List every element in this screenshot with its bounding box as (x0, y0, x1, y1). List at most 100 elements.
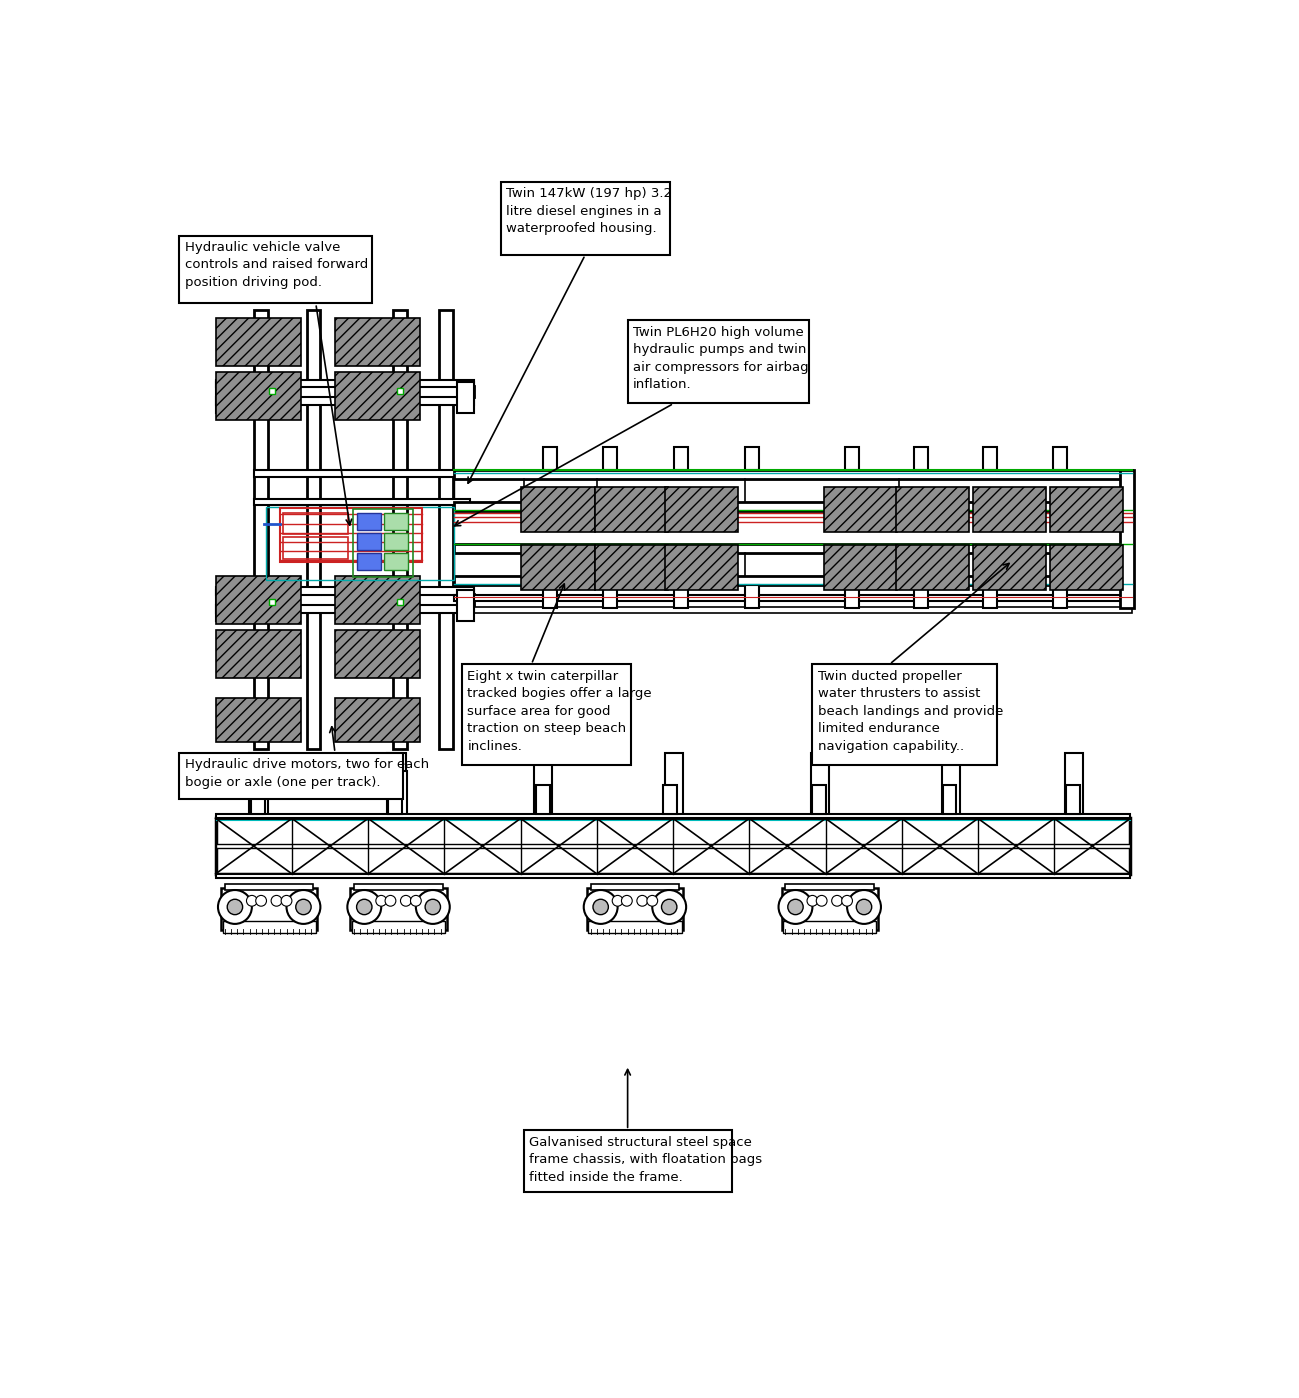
Bar (283, 537, 348, 559)
Bar (603, 586, 617, 608)
Circle shape (247, 895, 257, 906)
Bar (543, 446, 557, 470)
Circle shape (287, 891, 321, 924)
Bar (844, 446, 859, 470)
Bar (396, 389, 403, 394)
Bar (352, 921, 446, 932)
Circle shape (296, 899, 312, 914)
Bar (824, 545, 898, 590)
Circle shape (856, 899, 872, 914)
Bar (216, 397, 474, 405)
Text: Twin 147kW (197 hp) 3.2
litre diesel engines in a
waterproofed housing.: Twin 147kW (197 hp) 3.2 litre diesel eng… (507, 187, 672, 235)
Bar (782, 888, 878, 930)
Circle shape (842, 895, 852, 906)
Bar (216, 605, 474, 612)
Circle shape (281, 895, 292, 906)
Bar (216, 818, 1130, 874)
Bar (455, 576, 1131, 586)
Bar (665, 488, 738, 533)
Bar (455, 596, 1131, 601)
Bar (665, 545, 738, 590)
Bar (266, 506, 455, 580)
Bar (249, 754, 268, 815)
Circle shape (612, 895, 624, 906)
Bar (523, 1130, 731, 1192)
Bar (1050, 488, 1122, 533)
Bar (744, 446, 759, 470)
Text: Galvanised structural steel space
frame chassis, with floatation bags
fitted ins: Galvanised structural steel space frame … (529, 1135, 763, 1184)
Bar (1065, 754, 1083, 815)
Bar (812, 784, 825, 814)
Circle shape (375, 895, 387, 906)
Bar (786, 884, 874, 891)
Bar (455, 552, 1131, 576)
Bar (355, 884, 443, 891)
Bar (662, 784, 677, 814)
Bar (392, 310, 407, 749)
Circle shape (227, 899, 243, 914)
Bar (255, 470, 470, 477)
Circle shape (816, 895, 827, 906)
Bar (595, 488, 669, 533)
Bar (283, 513, 348, 534)
Bar (457, 382, 474, 412)
Circle shape (807, 895, 818, 906)
Bar (1065, 784, 1079, 814)
Bar (455, 470, 1131, 480)
Bar (269, 598, 275, 605)
Bar (217, 576, 301, 624)
Bar (914, 586, 927, 608)
Circle shape (831, 895, 843, 906)
Bar (543, 586, 557, 608)
Bar (216, 382, 233, 412)
Bar (335, 317, 420, 366)
Bar (462, 664, 631, 765)
Bar (217, 372, 301, 419)
Bar (255, 499, 470, 505)
Bar (221, 888, 317, 930)
Bar (217, 698, 301, 742)
Circle shape (647, 895, 657, 906)
Bar (665, 754, 683, 815)
Bar (222, 921, 316, 932)
Circle shape (218, 891, 252, 924)
Bar (387, 754, 405, 815)
Bar (216, 844, 1130, 847)
Text: Twin PL6H20 high volume
hydraulic pumps and twin
air compressors for airbag
infl: Twin PL6H20 high volume hydraulic pumps … (633, 326, 809, 391)
Bar (307, 310, 321, 749)
Bar (279, 507, 422, 562)
Bar (1052, 586, 1066, 608)
Circle shape (652, 891, 686, 924)
Bar (744, 586, 759, 608)
Bar (1121, 470, 1134, 608)
Bar (179, 754, 403, 800)
Bar (353, 509, 413, 576)
Bar (844, 586, 859, 608)
Bar (216, 814, 1130, 818)
Bar (392, 772, 407, 815)
Bar (603, 446, 617, 470)
Bar (1050, 545, 1122, 590)
Bar (457, 590, 474, 621)
Bar (973, 488, 1046, 533)
Text: Hydraulic drive motors, two for each
bogie or axle (one per track).: Hydraulic drive motors, two for each bog… (184, 758, 429, 788)
Bar (521, 545, 595, 590)
Bar (335, 698, 420, 742)
Bar (1052, 446, 1066, 470)
Circle shape (583, 891, 617, 924)
Bar (216, 874, 1130, 878)
Bar (179, 235, 372, 303)
Circle shape (787, 899, 803, 914)
Bar (536, 784, 549, 814)
Bar (595, 545, 669, 590)
Bar (455, 607, 1131, 612)
Bar (351, 888, 447, 930)
Bar (225, 884, 313, 891)
Circle shape (592, 899, 608, 914)
Bar (216, 590, 233, 621)
Bar (255, 772, 268, 815)
Bar (217, 317, 301, 366)
Circle shape (357, 899, 372, 914)
Bar (357, 552, 381, 570)
Circle shape (621, 895, 633, 906)
